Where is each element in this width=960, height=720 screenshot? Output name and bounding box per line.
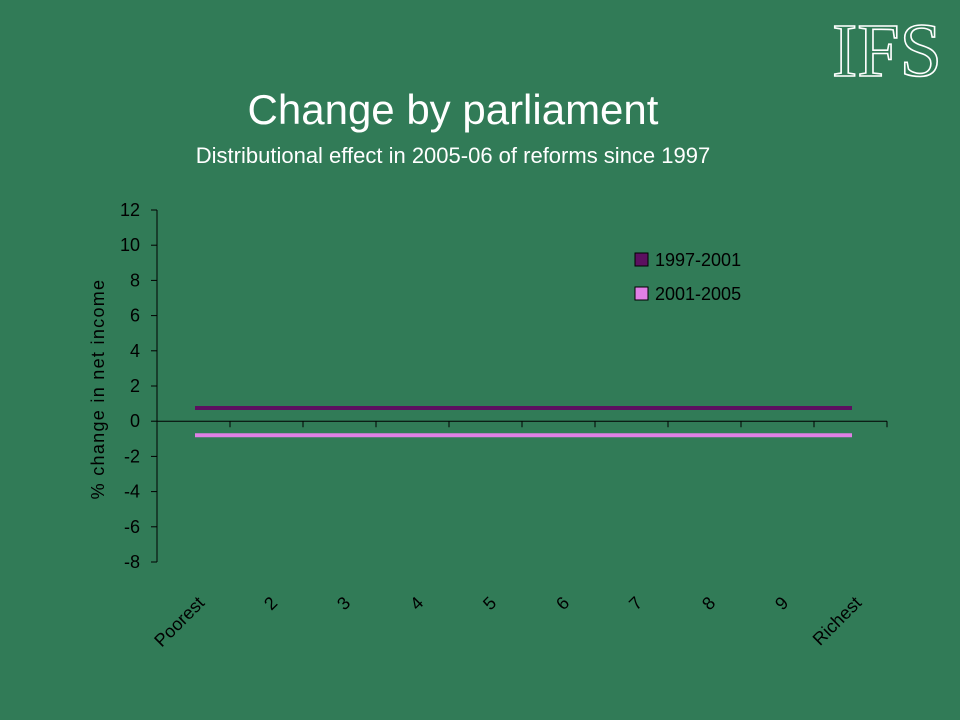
y-tick-label: 8 (130, 270, 140, 290)
legend-label: 2001-2005 (655, 284, 741, 304)
y-axis: 12 10 8 6 4 2 0 -2 -4 -6 -8 (120, 200, 158, 572)
x-tick-label: 8 (698, 593, 719, 614)
y-tick-label: -2 (124, 446, 140, 466)
x-tick-label: 5 (479, 593, 500, 614)
legend-swatch (634, 286, 649, 301)
y-tick-label: -8 (124, 552, 140, 572)
ifs-logo: IFS (831, 8, 942, 80)
x-tick-label: 6 (552, 593, 573, 614)
x-tick-label: 7 (625, 593, 646, 614)
y-tick-label: 4 (130, 341, 140, 361)
series-lines (195, 406, 852, 438)
y-tick-label: 0 (130, 411, 140, 431)
x-tick-label: 9 (771, 593, 792, 614)
y-tick-label: 2 (130, 376, 140, 396)
y-tick-label: -6 (124, 517, 140, 537)
x-tick-label: 3 (333, 593, 354, 614)
x-tick-label: 2 (260, 593, 281, 614)
x-axis: Poorest 2 3 4 5 6 7 8 9 Richest (150, 420, 888, 651)
x-tick-label: Richest (809, 593, 866, 650)
y-axis-title: % change in net income (88, 279, 108, 500)
chart-subtitle: Distributional effect in 2005-06 of refo… (195, 143, 711, 168)
legend-label: 1997-2001 (655, 250, 741, 270)
ifs-logo-text: IFS (832, 9, 942, 80)
y-tick-label: 12 (120, 200, 140, 220)
x-tick-label: 4 (406, 593, 427, 614)
y-tick-label: 10 (120, 235, 140, 255)
y-tick-label: -4 (124, 482, 140, 502)
x-tick-label: Poorest (150, 593, 208, 651)
chart-title: Change by parliament (247, 86, 659, 133)
legend: 1997-2001 2001-2005 (634, 250, 741, 304)
legend-swatch (634, 252, 649, 267)
y-tick-label: 6 (130, 306, 140, 326)
